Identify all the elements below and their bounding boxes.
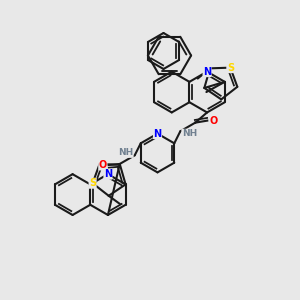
Text: O: O	[209, 116, 217, 126]
Text: O: O	[99, 160, 107, 170]
Text: N: N	[104, 169, 112, 179]
Text: S: S	[227, 63, 234, 73]
Text: S: S	[89, 178, 96, 188]
Text: NH: NH	[182, 129, 197, 138]
Text: N: N	[203, 67, 211, 76]
Text: NH: NH	[118, 148, 133, 158]
Text: N: N	[153, 129, 162, 139]
